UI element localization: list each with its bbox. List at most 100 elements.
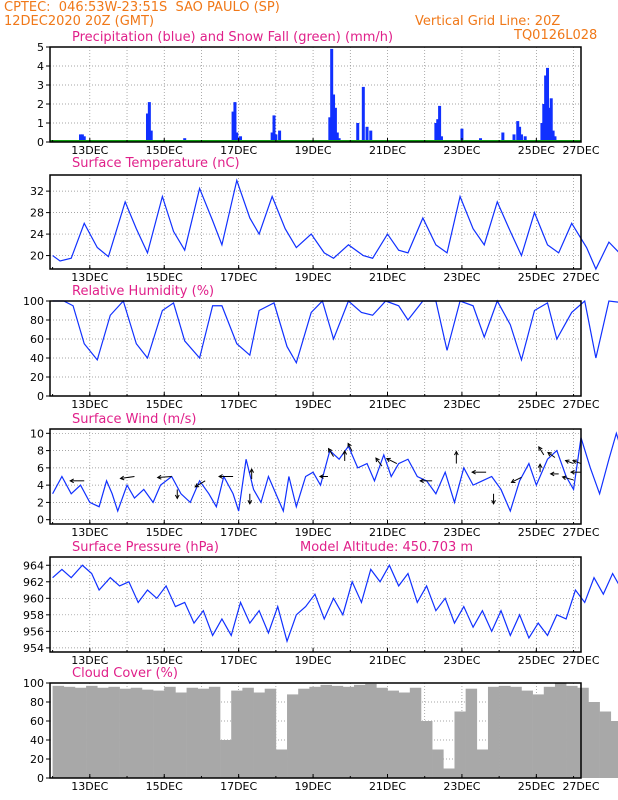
cloud-bar <box>342 686 355 778</box>
precip-bar <box>149 130 153 142</box>
cloud-bar <box>197 688 210 778</box>
wind-arrow-head <box>491 500 496 505</box>
precip-bar <box>439 136 443 142</box>
temperature-panel: 20 24 28 32 13DEC 15DEC 17DEC 19DEC 21DEC 23DEC 25… <box>30 174 618 284</box>
x-tick-label: 25DEC <box>518 271 555 284</box>
x-tick-label: 21DEC <box>369 398 406 411</box>
precip-bar <box>501 132 505 142</box>
y-tick-label: 0 <box>37 772 44 785</box>
precip-bar <box>80 134 84 142</box>
cloud-bar <box>108 686 120 778</box>
precip-bar <box>365 126 369 142</box>
precip-bar <box>438 105 442 142</box>
y-tick-label: 0 <box>37 514 44 527</box>
y-tick-label: 960 <box>23 592 44 605</box>
cloud-bar <box>63 686 76 778</box>
cloud-bar <box>320 684 332 778</box>
cloud-bar <box>510 686 522 778</box>
wind-arrow-head <box>318 474 324 479</box>
wind-arrow <box>565 460 574 465</box>
y-tick-label: 0 <box>37 136 44 149</box>
cloud-bar <box>521 690 533 778</box>
wind-arrow <box>120 476 135 479</box>
cloud-bar <box>443 768 455 778</box>
x-tick-label: 19DEC <box>295 144 332 157</box>
cloud-bar <box>275 749 288 778</box>
precip-bar <box>542 104 546 142</box>
cloud-bar <box>588 702 600 778</box>
cloud-bar <box>532 694 545 778</box>
cloud-bar <box>432 749 444 778</box>
temperature-line <box>52 178 618 271</box>
wind-arrow-head <box>419 478 424 484</box>
wind-arrow-head <box>174 494 180 500</box>
precip-bar <box>434 123 438 142</box>
precip-bar <box>547 107 551 142</box>
wind-arrow-head <box>375 457 380 463</box>
cloud-bar <box>610 721 618 778</box>
wind-frame <box>49 428 582 525</box>
wind-arrow-head <box>156 474 162 480</box>
wind-arrow-head <box>342 449 348 455</box>
precip-bar <box>356 123 360 142</box>
x-tick-label: 21DEC <box>369 654 406 667</box>
cloud-bar <box>86 685 98 778</box>
y-tick-label: 1 <box>37 117 44 130</box>
x-tick-label: 17DEC <box>220 526 257 539</box>
precip-bar <box>549 98 553 142</box>
wind-panel: 0 2 4 6 8 10 13DEC 15DEC 17DEC 19DEC 21DEC 23DEC 25D… <box>30 427 618 539</box>
wind-title: Surface Wind (m/s) <box>72 412 197 427</box>
grid-line-note: Vertical Grid Line: 20Z <box>415 14 561 29</box>
precip-bar <box>551 130 555 142</box>
y-tick-label: 60 <box>30 333 44 346</box>
pressure-title: Surface Pressure (hPa) <box>72 540 219 555</box>
pressure-frame <box>49 556 582 653</box>
cloud-bar <box>465 688 478 778</box>
precip-bar <box>145 113 149 142</box>
precip-bar <box>233 102 237 142</box>
station-info: CPTEC: 046:53W-23:51S SAO PAULO (SP) <box>4 0 280 15</box>
wind-arrow-head <box>510 478 516 484</box>
y-tick-label: 6 <box>37 462 44 475</box>
wind-arrow-head <box>547 451 552 457</box>
run-date: 12DEC2020 20Z (GMT) <box>4 14 155 29</box>
precip-bar <box>274 134 278 142</box>
x-tick-label: 15DEC <box>146 654 183 667</box>
wind-arrow-head <box>538 446 543 451</box>
cloud-bar <box>175 692 187 778</box>
precip-bar <box>518 126 522 142</box>
y-tick-label: 2 <box>37 496 44 509</box>
wind-arrow-head <box>564 459 570 464</box>
x-tick-label: 23DEC <box>443 144 480 157</box>
cloud-bar <box>253 692 266 778</box>
x-tick-label: 13DEC <box>71 780 108 793</box>
wind-arrow <box>157 476 172 478</box>
x-tick-label: 19DEC <box>295 271 332 284</box>
y-tick-label: 3 <box>37 79 44 92</box>
cloud-bar <box>130 687 143 778</box>
x-tick-label: 23DEC <box>443 271 480 284</box>
wind-arrow <box>194 480 206 488</box>
model-id: TQ0126L028 <box>514 28 598 43</box>
precip-bar <box>328 117 332 142</box>
x-tick-label: 19DEC <box>295 780 332 793</box>
cloud-bar <box>242 687 254 778</box>
precip-panel: 0 1 2 3 4 5 13DEC 15DEC 17DEC 19DEC 21DEC 23DEC 25DE… <box>37 41 600 157</box>
wind-arrow <box>375 457 383 467</box>
x-tick-label: 25DEC <box>518 398 555 411</box>
x-tick-label: 21DEC <box>369 780 406 793</box>
cloud-frame <box>49 682 582 779</box>
y-tick-label: 60 <box>30 715 44 728</box>
precip-bar <box>270 132 274 142</box>
y-tick-label: 4 <box>37 60 44 73</box>
temperature-frame <box>49 174 582 270</box>
x-tick-label: 13DEC <box>71 144 108 157</box>
wind-arrow-head <box>119 475 125 481</box>
precip-bar <box>436 119 440 142</box>
cloud-bar <box>476 749 489 778</box>
wind-arrow-head <box>249 468 255 473</box>
humidity-title: Relative Humidity (%) <box>72 284 215 299</box>
precip-bar <box>278 130 282 142</box>
x-tick-label: 13DEC <box>71 398 108 411</box>
wind-arrow <box>538 446 545 456</box>
